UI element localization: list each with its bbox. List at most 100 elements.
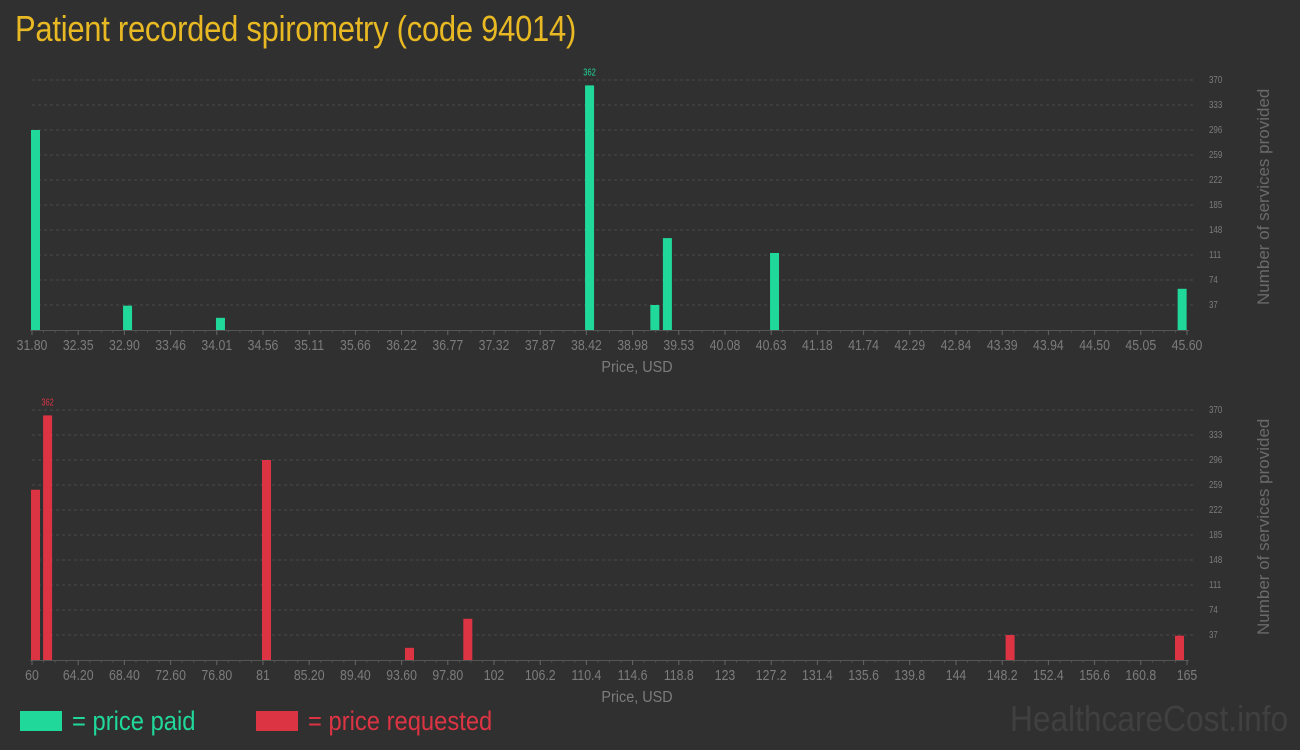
bar — [215, 317, 225, 330]
bar — [123, 305, 133, 330]
x-tick-label: 34.01 — [201, 337, 232, 353]
x-tick-label: 131.4 — [802, 667, 833, 683]
y-tick-label: 37 — [1209, 629, 1218, 640]
x-tick-label: 40.08 — [710, 337, 741, 353]
x-tick-label: 89.40 — [340, 667, 371, 683]
bar — [43, 415, 53, 660]
y-tick-label: 333 — [1209, 99, 1222, 110]
x-axis-label: Price, USD — [601, 689, 673, 706]
bar — [1175, 635, 1184, 660]
bar — [1177, 288, 1187, 330]
x-tick-label: 102 — [484, 667, 505, 683]
bar — [463, 618, 473, 660]
legend-item-requested: = price requested — [256, 706, 517, 737]
x-tick-label: 165 — [1177, 667, 1198, 683]
x-tick-label: 40.63 — [756, 337, 787, 353]
watermark: HealthcareCost.info — [1009, 698, 1288, 739]
x-tick-label: 32.90 — [109, 337, 140, 353]
x-tick-label: 60 — [25, 667, 39, 683]
x-tick-label: 38.42 — [571, 337, 602, 353]
x-tick-label: 31.80 — [17, 337, 48, 353]
x-tick-label: 156.6 — [1079, 667, 1110, 683]
legend-label-paid: = price paid — [72, 705, 196, 736]
bar — [585, 85, 595, 331]
bar — [31, 130, 40, 330]
max-value-label: 362 — [41, 396, 54, 407]
y-tick-label: 370 — [1209, 74, 1222, 85]
requested-swatch-icon — [256, 711, 299, 731]
x-tick-label: 160.8 — [1125, 667, 1156, 683]
y-tick-label: 222 — [1209, 174, 1222, 185]
x-tick-label: 44.50 — [1079, 337, 1110, 353]
x-tick-label: 33.46 — [155, 337, 186, 353]
y-tick-label: 74 — [1209, 604, 1218, 615]
y-tick-label: 185 — [1209, 199, 1222, 210]
x-tick-label: 93.60 — [386, 667, 417, 683]
x-tick-label: 135.6 — [848, 667, 879, 683]
x-tick-label: 114.6 — [618, 667, 648, 683]
x-tick-label: 97.80 — [432, 667, 463, 683]
x-tick-label: 118.8 — [664, 667, 694, 683]
price-paid-chart: 37 74 111 148 185 222 259 296 333 370 31.80 32.35 32… — [17, 66, 1273, 376]
y-tick-label: 185 — [1209, 529, 1222, 540]
x-tick-label: 34.56 — [248, 337, 279, 353]
x-axis-label: Price, USD — [601, 359, 673, 376]
price-requested-chart: 37 74 111 148 185 222 259 296 333 370 60 64.20 68.40… — [25, 396, 1273, 706]
x-tick-label: 37.87 — [525, 337, 556, 353]
y-axis-label: Number of services provided — [1254, 418, 1273, 635]
x-tick-label: 85.20 — [294, 667, 325, 683]
page-title: Patient recorded spirometry (code 94014) — [15, 8, 577, 49]
x-tick-label: 36.22 — [386, 337, 417, 353]
paid-swatch-icon — [20, 711, 62, 731]
x-tick-label: 45.60 — [1172, 337, 1203, 353]
y-tick-label: 111 — [1209, 249, 1221, 260]
y-tick-label: 148 — [1209, 554, 1222, 565]
x-tick-label: 36.77 — [432, 337, 463, 353]
legend-item-paid: = price paid — [20, 706, 212, 737]
bar — [31, 489, 40, 660]
x-tick-label: 41.74 — [848, 337, 879, 353]
x-tick-label: 32.35 — [63, 337, 94, 353]
x-tick-label: 39.53 — [663, 337, 694, 353]
y-tick-label: 370 — [1209, 404, 1222, 415]
x-tick-label: 123 — [715, 667, 736, 683]
x-tick-label: 152.4 — [1033, 667, 1064, 683]
x-tick-label: 42.29 — [894, 337, 925, 353]
x-tick-label: 106.2 — [525, 667, 556, 683]
x-tick-label: 43.39 — [987, 337, 1018, 353]
bar — [405, 647, 414, 660]
x-tick-label: 42.84 — [941, 337, 972, 353]
x-tick-label: 43.94 — [1033, 337, 1064, 353]
price-requested-plot: 37 74 111 148 185 222 259 296 333 370 60 64.20 68.40… — [25, 396, 1222, 683]
bar — [650, 305, 660, 330]
x-tick-label: 68.40 — [109, 667, 140, 683]
y-tick-label: 296 — [1209, 124, 1222, 135]
x-tick-label: 45.05 — [1125, 337, 1156, 353]
x-tick-label: 127.2 — [756, 667, 787, 683]
y-tick-label: 259 — [1209, 479, 1222, 490]
bar — [262, 460, 271, 660]
y-tick-label: 296 — [1209, 454, 1222, 465]
price-paid-plot: 37 74 111 148 185 222 259 296 333 370 31.80 32.35 32… — [17, 66, 1223, 353]
legend: = price paid = price requested — [20, 704, 562, 738]
x-tick-label: 139.8 — [894, 667, 925, 683]
bar — [662, 238, 672, 330]
y-tick-label: 111 — [1209, 579, 1221, 590]
x-tick-label: 81 — [256, 667, 270, 683]
x-tick-label: 144 — [946, 667, 967, 683]
x-tick-label: 37.32 — [479, 337, 510, 353]
x-tick-label: 41.18 — [802, 337, 833, 353]
y-tick-label: 222 — [1209, 504, 1222, 515]
x-tick-label: 38.98 — [617, 337, 648, 353]
x-tick-label: 35.11 — [294, 337, 324, 353]
y-tick-label: 333 — [1209, 429, 1222, 440]
y-tick-label: 37 — [1209, 299, 1218, 310]
x-tick-label: 148.2 — [987, 667, 1018, 683]
x-tick-label: 110.4 — [571, 667, 601, 683]
bar — [770, 252, 780, 330]
legend-label-requested: = price requested — [308, 705, 493, 736]
x-tick-label: 76.80 — [201, 667, 232, 683]
x-tick-label: 72.60 — [155, 667, 186, 683]
y-tick-label: 74 — [1209, 274, 1218, 285]
y-tick-label: 259 — [1209, 149, 1222, 160]
